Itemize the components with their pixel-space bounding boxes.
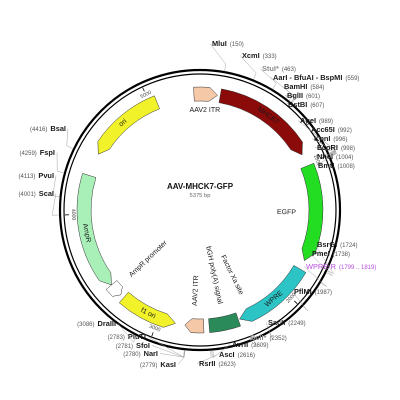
site-label-stui: StuI* (463)	[262, 64, 296, 73]
site-label-bcli: BclI* (2352)	[250, 333, 287, 342]
site-leader-sacii	[265, 322, 273, 340]
site-leader-bsai	[66, 128, 74, 149]
site-label-bstbi: BstBI (607)	[288, 100, 324, 109]
site-leader-bmti	[315, 153, 337, 166]
site-label-bglii: BglII (601)	[287, 91, 320, 100]
plasmid-length: 5375 bp	[190, 193, 211, 199]
feature-label-ori: ori	[118, 118, 129, 129]
feature-arrow-mhck7	[218, 88, 303, 156]
site-label-nari: (2780) NarI	[123, 349, 158, 358]
site-leader-xcmi	[239, 55, 257, 80]
backbone-ring-layer	[58, 68, 342, 352]
feature-arrow-aav2-itr-2	[184, 318, 205, 334]
site-label-aari-bfuai-bspmi: AarI - BfuAI - BspMI (559)	[273, 73, 359, 82]
feature-label-aav2-itr-1: AAV2 ITR	[190, 107, 221, 114]
plasmid-title: AAV-MHCK7-GFP	[167, 182, 234, 191]
site-leader-wpre-r	[303, 266, 327, 287]
feature-arrow-aav2-itr-1	[193, 86, 218, 102]
feature-label-ampr: AmpR	[81, 223, 92, 243]
site-label-sacii: SacII (2249)	[268, 318, 306, 327]
site-label-wpre-r: WPRE-R (1799 .. 1819)	[306, 262, 376, 271]
site-label-agei: AgeI (989)	[300, 116, 333, 125]
site-label-acc65i: Acc65I (992)	[311, 125, 352, 134]
site-leader-asci	[211, 350, 218, 358]
tick-mark-5000	[142, 87, 145, 92]
site-label-bsai: (4416) BsaI	[30, 124, 66, 133]
site-leader-pluti	[147, 336, 185, 358]
tick-label-3000: 3000	[148, 324, 161, 334]
site-leader-pmei	[309, 253, 333, 277]
site-label-pluti: (2783) PluTI	[108, 332, 146, 341]
tick-label-4000: 4000	[70, 209, 76, 221]
feature-label-bgh: bGH poly(A) signal	[204, 246, 223, 305]
site-label-bamhi: BamHI (584)	[284, 82, 324, 91]
site-label-pmei: PmeI (1738)	[312, 249, 350, 258]
site-label-pflmi: PflMI (1987)	[294, 287, 332, 296]
feature-arrow-wpre	[239, 265, 307, 322]
site-leader-acc65i	[308, 129, 337, 154]
feature-arrow-ori	[97, 95, 160, 155]
site-label-xcmi: XcmI (333)	[242, 51, 277, 60]
site-leader-mlui	[209, 43, 227, 72]
site-label-kasi: (2779) KasI	[140, 360, 176, 369]
site-leader-bstbi	[285, 97, 297, 105]
site-leader-kpni	[311, 138, 337, 155]
site-label-bmti: BmtI (1008)	[318, 161, 355, 170]
site-label-ecori: EcoRI (998)	[317, 143, 355, 152]
backbone-outer-ring	[58, 68, 342, 352]
tick-mark-3000	[151, 332, 154, 337]
site-leader-bglii	[284, 95, 297, 103]
tick-label-5000: 5000	[140, 90, 153, 100]
site-leader-fspi	[56, 152, 65, 174]
site-label-bsrgi: BsrGI (1724)	[317, 240, 357, 249]
feature-arrow-egfp	[300, 162, 324, 262]
site-leader-bsrgi	[314, 244, 335, 275]
site-label-asci: AscI (2616)	[219, 350, 255, 359]
site-leader-bcli	[247, 337, 257, 347]
site-leader-avrii	[212, 344, 231, 358]
site-label-draiii: (3086) DraIII	[77, 319, 116, 328]
site-leader-rsrii	[196, 350, 212, 364]
site-leader-scai	[51, 193, 60, 216]
site-label-pvui: (4113) PvuI	[18, 171, 54, 180]
site-label-nhei: NheI (1004)	[317, 152, 353, 161]
feature-label-ampr-promoter: AmpR promoter	[128, 239, 169, 279]
feature-label-aav2-itr-2: AAV2 ITR	[192, 275, 201, 306]
tick-mark-2000	[294, 300, 298, 304]
tick-mark-1000	[320, 156, 325, 160]
site-leader-pflmi	[291, 291, 309, 312]
site-leader-stui	[259, 68, 277, 90]
site-label-mlui: MluI (150)	[212, 39, 244, 48]
site-label-sfoi: (2781) SfoI	[116, 341, 150, 350]
site-leader-nhei	[314, 152, 337, 157]
backbone-inner-ring	[63, 73, 337, 347]
inner-label-factor-xa-site: Factor Xa site	[219, 254, 244, 296]
feature-label-egfp: EGFP	[277, 209, 297, 217]
feature-arrow-f1-ori	[118, 291, 176, 328]
feature-arrow-bgh	[208, 312, 241, 333]
site-leader-bamhi	[281, 86, 294, 101]
site-label-scai: (4001) ScaI	[18, 189, 54, 198]
site-label-kpni: KpnI (996)	[314, 134, 347, 143]
site-label-rsrii: RsrII (2623)	[199, 359, 236, 368]
site-label-avrii: AvrII (2609)	[232, 340, 269, 349]
site-leader-draiii	[117, 323, 137, 343]
site-leader-sfoi	[151, 345, 185, 358]
feature-arrow-ampr	[76, 173, 112, 286]
restriction-site-layer: MluI (150) XcmI (333) StuI* (463)AarI - BfuAI…	[18, 39, 376, 369]
site-label-fspi: (4259) FspI	[19, 148, 55, 157]
tick-label-1000: 1000	[312, 154, 322, 167]
site-leader-pvui	[52, 175, 60, 197]
